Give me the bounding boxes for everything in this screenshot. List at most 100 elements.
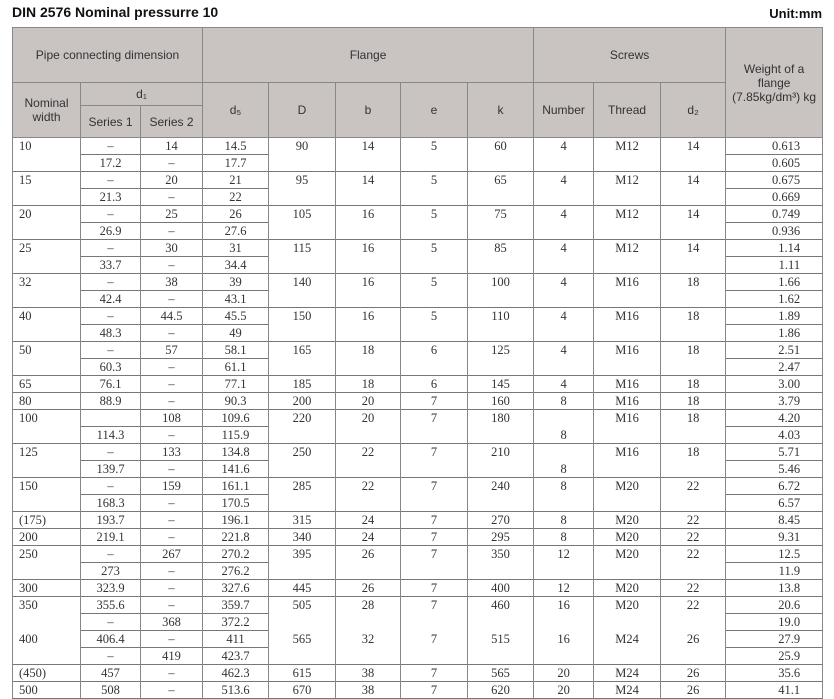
table-cell: 7 bbox=[400, 579, 469, 597]
table-row: 17.2–17.7 0.605 bbox=[12, 154, 824, 172]
table-cell: 41.1 bbox=[725, 681, 824, 699]
table-cell: 20 bbox=[139, 171, 204, 189]
table-cell: 16 bbox=[335, 205, 402, 223]
table-cell: 22 bbox=[335, 443, 402, 461]
table-cell: – bbox=[139, 596, 204, 614]
header-d5: d₅ bbox=[202, 82, 270, 138]
table-row: 33.7–34.4 1.11 bbox=[12, 256, 824, 274]
table-cell bbox=[400, 256, 469, 274]
table-cell: 26 bbox=[660, 630, 727, 648]
table-cell: M16 bbox=[593, 273, 662, 291]
table-cell: 159 bbox=[139, 477, 204, 495]
table-cell bbox=[593, 460, 662, 478]
table-row: 500 508–513.6 670 38 7 620 20 M24 26 41.1 bbox=[12, 681, 824, 699]
table-cell: – bbox=[139, 681, 204, 699]
table-cell: 6.72 bbox=[725, 477, 824, 495]
table-cell bbox=[335, 324, 402, 342]
table-cell bbox=[660, 562, 727, 580]
header-e: e bbox=[400, 82, 469, 138]
table-cell bbox=[660, 290, 727, 308]
table-cell: 14 bbox=[335, 171, 402, 189]
table-cell: 276.2 bbox=[202, 562, 270, 580]
table-cell: M12 bbox=[593, 205, 662, 223]
table-cell: 105 bbox=[268, 205, 337, 223]
table-cell: 7 bbox=[400, 409, 469, 427]
table-cell: 7 bbox=[400, 477, 469, 495]
table-cell bbox=[533, 409, 595, 427]
table-cell bbox=[467, 494, 535, 512]
table-cell bbox=[467, 290, 535, 308]
table-cell: 4.20 bbox=[725, 409, 824, 427]
table-cell: 33.7 bbox=[80, 256, 141, 274]
table-cell bbox=[335, 562, 402, 580]
table-cell bbox=[400, 188, 469, 206]
table-cell: 25.9 bbox=[725, 647, 824, 665]
table-cell bbox=[660, 256, 727, 274]
table-cell: 500 bbox=[12, 681, 81, 699]
table-cell: M16 bbox=[593, 307, 662, 325]
table-cell: 6.57 bbox=[725, 494, 824, 512]
table-cell: 22 bbox=[660, 545, 727, 563]
table-row: 100 108 109.6 220 20 7 180 M16 18 4.20 bbox=[12, 409, 824, 427]
table-cell: 14 bbox=[660, 239, 727, 257]
table-cell: 39 bbox=[202, 273, 270, 291]
table-cell: 139.7 bbox=[80, 460, 141, 478]
table-cell: 2.47 bbox=[725, 358, 824, 376]
table-cell: 60 bbox=[467, 137, 535, 155]
table-cell: – bbox=[139, 494, 204, 512]
header-flange: Flange bbox=[202, 27, 535, 83]
table-cell: 445 bbox=[268, 579, 337, 597]
table-cell bbox=[400, 562, 469, 580]
table-cell: 21 bbox=[202, 171, 270, 189]
table-cell: 285 bbox=[268, 477, 337, 495]
table-cell bbox=[400, 222, 469, 240]
table-cell: – bbox=[139, 324, 204, 342]
table-cell: 44.5 bbox=[139, 307, 204, 325]
table-row: 50–57 58.1 165 18 6 125 4 M16 18 2.51 bbox=[12, 341, 824, 359]
table-cell bbox=[335, 290, 402, 308]
table-cell: 75 bbox=[467, 205, 535, 223]
table-cell: 27.9 bbox=[725, 630, 824, 648]
table-row: 200 219.1–221.8 340 24 7 295 8 M20 22 9.31 bbox=[12, 528, 824, 546]
header-thread: Thread bbox=[593, 82, 662, 138]
table-cell: 315 bbox=[268, 511, 337, 529]
table-cell: 0.749 bbox=[725, 205, 824, 223]
table-cell: 350 bbox=[12, 596, 81, 614]
table-cell bbox=[400, 290, 469, 308]
table-cell: M12 bbox=[593, 239, 662, 257]
table-cell: 24 bbox=[335, 528, 402, 546]
table-cell: 18 bbox=[335, 375, 402, 393]
table-cell: M16 bbox=[593, 341, 662, 359]
table-cell: 30 bbox=[139, 239, 204, 257]
table-cell bbox=[593, 290, 662, 308]
table-cell: 5 bbox=[400, 137, 469, 155]
table-cell: 2.51 bbox=[725, 341, 824, 359]
table-cell: 7 bbox=[400, 681, 469, 699]
table-cell: 110 bbox=[467, 307, 535, 325]
table-cell: 16 bbox=[533, 596, 595, 614]
table-cell: M12 bbox=[593, 137, 662, 155]
table-cell: 200 bbox=[12, 528, 81, 546]
table-cell: – bbox=[139, 528, 204, 546]
table-cell: – bbox=[80, 477, 141, 495]
table-cell bbox=[12, 358, 81, 376]
table-cell: 3.79 bbox=[725, 392, 824, 410]
table-cell: – bbox=[80, 307, 141, 325]
table-cell: 300 bbox=[12, 579, 81, 597]
table-cell bbox=[400, 358, 469, 376]
table-cell: 16 bbox=[533, 630, 595, 648]
table-cell: M24 bbox=[593, 630, 662, 648]
table-cell bbox=[268, 290, 337, 308]
table-cell: 80 bbox=[12, 392, 81, 410]
table-cell: 515 bbox=[467, 630, 535, 648]
table-cell: – bbox=[139, 579, 204, 597]
table-cell: 8 bbox=[533, 426, 595, 444]
table-cell: 22 bbox=[202, 188, 270, 206]
table-cell: – bbox=[80, 239, 141, 257]
table-row: –368 372.2 19.0 bbox=[12, 613, 824, 631]
table-cell: 21.3 bbox=[80, 188, 141, 206]
table-cell: 48.3 bbox=[80, 324, 141, 342]
table-cell: 18 bbox=[335, 341, 402, 359]
table-cell: 25 bbox=[139, 205, 204, 223]
table-cell: 18 bbox=[660, 375, 727, 393]
